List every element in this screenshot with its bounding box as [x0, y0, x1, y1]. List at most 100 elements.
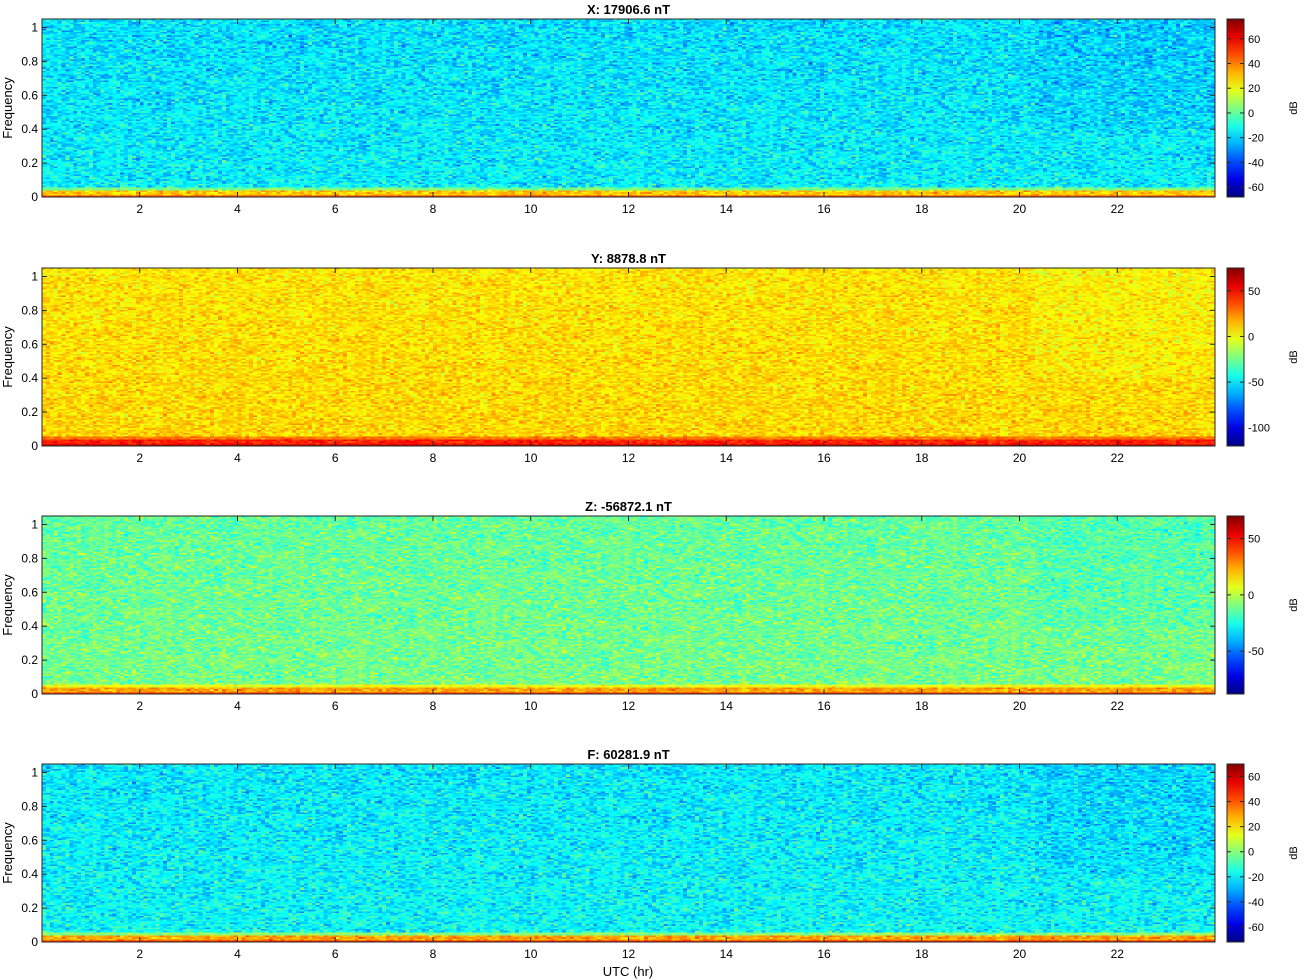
y-tick-label: 0 [31, 439, 38, 453]
y-tick-label: 1 [31, 517, 38, 531]
x-tick-label: 4 [234, 202, 241, 216]
colorbar-label: dB [1288, 101, 1300, 114]
colorbar-tick-label: -60 [1248, 922, 1264, 934]
x-tick-label: 14 [720, 699, 734, 713]
x-tick-label: 6 [332, 202, 339, 216]
spectrogram-panel-1: X: 17906.6 nT2 4 6 8 10 12 14 16 18 20 2200.20.40.… [0, 2, 1300, 216]
y-tick-label: 0.4 [21, 371, 38, 385]
colorbar-label: dB [1288, 598, 1300, 611]
y-tick-label: 1 [31, 269, 38, 283]
x-tick-label: 20 [1013, 202, 1027, 216]
x-tick-label: 12 [622, 699, 636, 713]
x-tick-label: 18 [915, 451, 929, 465]
colorbar-label: dB [1288, 350, 1300, 363]
x-tick-label: 4 [234, 451, 241, 465]
colorbar-tick-label: 60 [1248, 34, 1260, 46]
colorbar-tick-label: -60 [1248, 182, 1264, 194]
x-tick-label: 10 [524, 202, 538, 216]
colorbar-tick-label: -20 [1248, 872, 1264, 884]
y-tick-label: 0.4 [21, 867, 38, 881]
x-tick-label: 14 [720, 202, 734, 216]
colorbar-scale [1226, 267, 1245, 447]
y-tick-label: 0.8 [21, 551, 38, 565]
x-tick-label: 2 [136, 947, 143, 961]
colorbar-tick-label: -100 [1248, 423, 1270, 435]
x-tick-label: 12 [622, 451, 636, 465]
colorbar-tick-label: 0 [1248, 847, 1254, 859]
panel-title: F: 60281.9 nT [587, 747, 669, 762]
x-tick-label: 20 [1013, 947, 1027, 961]
x-tick-label: 16 [817, 451, 831, 465]
x-tick-label: 20 [1013, 451, 1027, 465]
x-tick-label: 18 [915, 947, 929, 961]
y-tick-label: 0.8 [21, 799, 38, 813]
y-tick-label: 0.4 [21, 122, 38, 136]
x-tick-label: 10 [524, 451, 538, 465]
y-tick-label: 0.2 [21, 405, 38, 419]
x-tick-label: 18 [915, 699, 929, 713]
y-tick-label: 0 [31, 687, 38, 701]
y-tick-label: 0.6 [21, 88, 38, 102]
x-tick-label: 16 [817, 947, 831, 961]
x-tick-label: 4 [234, 947, 241, 961]
x-tick-label: 2 [136, 699, 143, 713]
spectrogram-heatmap [42, 19, 1215, 197]
y-tick-label: 0.2 [21, 653, 38, 667]
y-tick-label: 0.4 [21, 619, 38, 633]
x-axis-label: UTC (hr) [603, 964, 654, 979]
colorbar: -50 0 50 dB [1226, 515, 1300, 695]
panel-title: Z: -56872.1 nT [585, 499, 672, 514]
colorbar-scale [1226, 18, 1245, 198]
y-axis-label: Frequency [0, 77, 15, 139]
x-tick-label: 2 [136, 202, 143, 216]
colorbar-tick-label: -20 [1248, 133, 1264, 145]
x-tick-label: 2 [136, 451, 143, 465]
spectrogram-panel-3: Z: -56872.1 nT2 4 6 8 10 12 14 16 18 20 2200.20.40… [0, 499, 1300, 713]
y-tick-label: 1 [31, 20, 38, 34]
x-tick-label: 6 [332, 451, 339, 465]
spectrogram-heatmap [42, 516, 1215, 694]
y-tick-label: 0.6 [21, 585, 38, 599]
x-tick-label: 12 [622, 947, 636, 961]
x-tick-label: 14 [720, 451, 734, 465]
spectrogram-heatmap [42, 764, 1215, 942]
colorbar-tick-label: 50 [1248, 534, 1260, 546]
y-tick-label: 0.8 [21, 303, 38, 317]
panel-title: Y: 8878.8 nT [591, 251, 666, 266]
x-tick-label: 20 [1013, 699, 1027, 713]
x-tick-label: 8 [430, 699, 437, 713]
x-tick-label: 6 [332, 699, 339, 713]
spectrogram-panel-4: F: 60281.9 nT2 4 6 8 10 12 14 16 18 20 2200.20.40.… [0, 747, 1300, 961]
colorbar-tick-label: 0 [1248, 108, 1254, 120]
x-tick-label: 8 [430, 947, 437, 961]
colorbar-tick-label: 60 [1248, 772, 1260, 784]
colorbar-scale [1226, 763, 1245, 943]
panel-title: X: 17906.6 nT [587, 2, 670, 17]
x-tick-label: 16 [817, 202, 831, 216]
y-tick-label: 0.2 [21, 901, 38, 915]
y-tick-label: 0.8 [21, 54, 38, 68]
x-tick-label: 16 [817, 699, 831, 713]
y-tick-label: 0.2 [21, 156, 38, 170]
colorbar-tick-label: 0 [1248, 331, 1254, 343]
x-tick-label: 22 [1111, 947, 1125, 961]
y-axis-label: Frequency [0, 326, 15, 388]
colorbar-tick-label: 40 [1248, 797, 1260, 809]
colorbar-tick-label: -40 [1248, 157, 1264, 169]
colorbar-tick-label: -50 [1248, 646, 1264, 658]
x-tick-label: 8 [430, 202, 437, 216]
spectrogram-heatmap [42, 268, 1215, 446]
colorbar-tick-label: 20 [1248, 822, 1260, 834]
x-tick-label: 8 [430, 451, 437, 465]
colorbar-label: dB [1288, 846, 1300, 859]
x-tick-label: 4 [234, 699, 241, 713]
colorbar-tick-label: 50 [1248, 286, 1260, 298]
x-tick-label: 10 [524, 699, 538, 713]
y-tick-label: 0 [31, 190, 38, 204]
x-tick-label: 22 [1111, 451, 1125, 465]
y-axis-label: Frequency [0, 822, 15, 884]
y-tick-label: 0 [31, 935, 38, 949]
x-tick-label: 6 [332, 947, 339, 961]
colorbar: -60 -40 -20 0 20 40 60 dB [1226, 18, 1300, 198]
